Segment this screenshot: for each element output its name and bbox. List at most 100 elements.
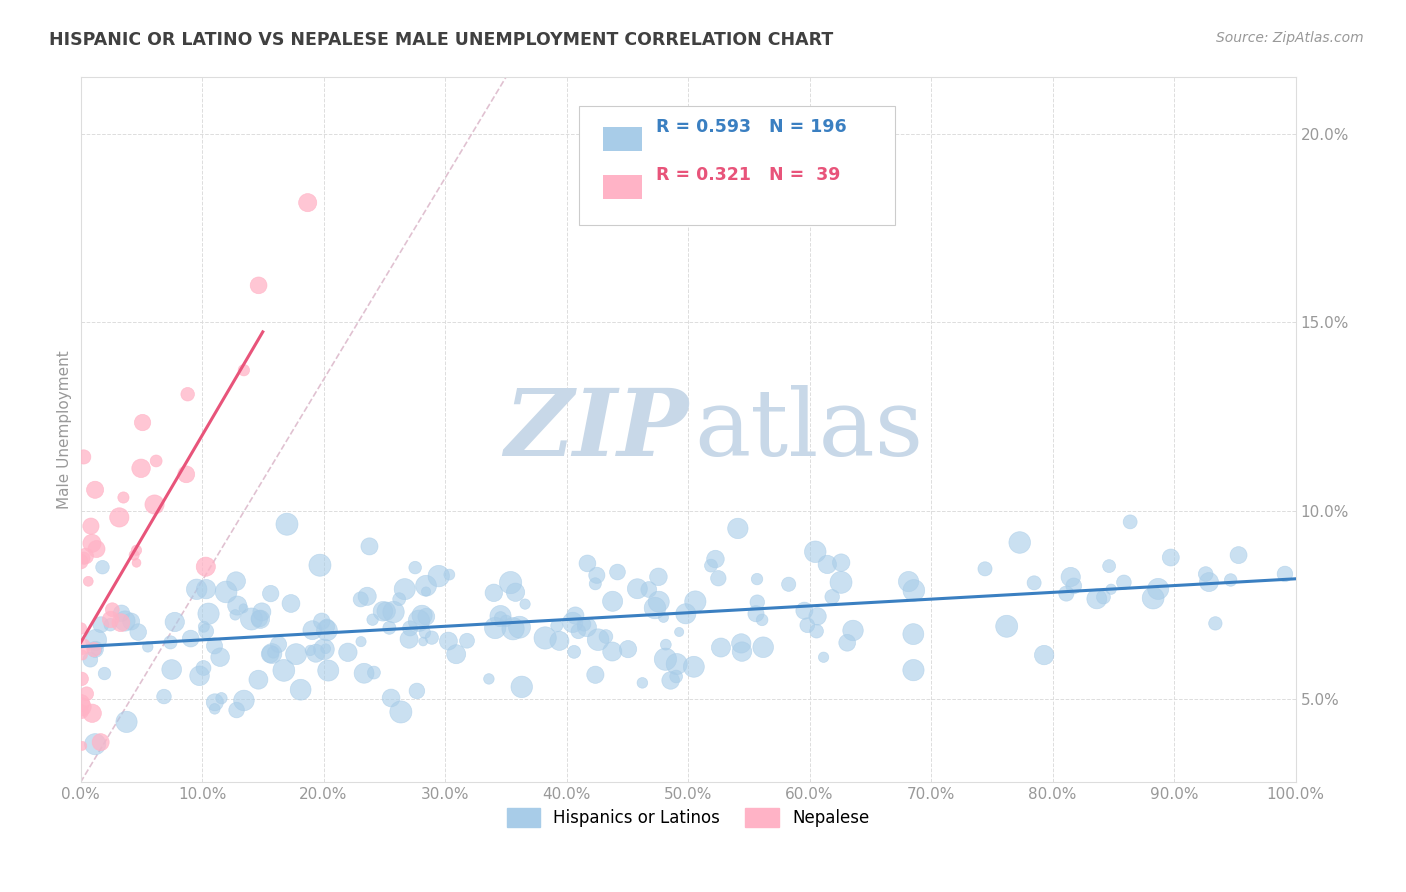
Point <box>1060 570 1083 584</box>
Point <box>70 705 93 719</box>
Point <box>247 673 270 687</box>
Point <box>76 687 98 701</box>
Point <box>160 663 183 677</box>
Point <box>93 666 115 681</box>
Point <box>389 705 412 719</box>
Point <box>974 562 997 576</box>
Point <box>143 498 166 512</box>
Point <box>84 642 107 657</box>
Point <box>316 624 339 638</box>
Text: Source: ZipAtlas.com: Source: ZipAtlas.com <box>1216 31 1364 45</box>
Point <box>815 558 838 572</box>
FancyBboxPatch shape <box>603 127 643 152</box>
Point <box>1198 575 1220 590</box>
Point <box>195 582 218 596</box>
Point <box>406 684 429 698</box>
Point <box>437 634 460 648</box>
Point <box>499 575 522 590</box>
Point <box>505 585 527 599</box>
Text: atlas: atlas <box>695 384 924 475</box>
Point <box>675 607 697 621</box>
Point <box>606 565 628 579</box>
Point <box>626 582 648 596</box>
Point <box>837 636 859 650</box>
Point <box>359 540 381 554</box>
Point <box>572 617 595 632</box>
Point <box>806 609 828 624</box>
Point <box>508 620 530 634</box>
Point <box>127 625 149 640</box>
Point <box>1092 590 1115 604</box>
Point <box>647 570 669 584</box>
Point <box>90 735 112 749</box>
Point <box>707 571 730 585</box>
Point <box>204 639 226 653</box>
Point <box>80 536 103 550</box>
Point <box>350 592 373 607</box>
Point <box>100 612 122 626</box>
Point <box>316 664 339 678</box>
Point <box>110 615 132 630</box>
Point <box>72 640 94 654</box>
Point <box>394 582 416 596</box>
Point <box>478 672 501 686</box>
Point <box>444 647 467 661</box>
Point <box>225 574 247 589</box>
Point <box>388 592 411 607</box>
Point <box>1099 582 1122 597</box>
Point <box>193 661 215 675</box>
Point <box>1024 575 1046 590</box>
Point <box>652 610 675 624</box>
Point <box>193 620 215 634</box>
Point <box>382 605 405 619</box>
Text: R = 0.593   N = 196: R = 0.593 N = 196 <box>657 118 846 136</box>
Point <box>1119 515 1142 529</box>
Point <box>131 416 153 430</box>
Point <box>315 641 337 656</box>
Point <box>489 611 512 625</box>
Point <box>273 664 295 678</box>
Point <box>602 594 624 608</box>
Point <box>125 543 148 558</box>
Point <box>654 652 676 666</box>
Point <box>233 693 256 707</box>
Point <box>70 699 93 714</box>
Point <box>260 586 283 600</box>
Point <box>648 595 671 609</box>
Point <box>209 650 232 665</box>
Point <box>502 622 524 636</box>
Point <box>247 278 270 293</box>
Point <box>188 669 211 683</box>
Point <box>309 558 332 573</box>
Point <box>404 560 426 574</box>
Point <box>586 632 609 647</box>
Point <box>576 557 599 571</box>
Point <box>1098 559 1121 574</box>
Point <box>72 739 94 753</box>
Point <box>415 579 437 593</box>
Point <box>197 607 219 621</box>
Point <box>399 621 422 635</box>
Point <box>1054 586 1077 600</box>
Point <box>546 619 568 633</box>
Point <box>336 645 359 659</box>
Point <box>73 450 96 464</box>
Point <box>631 676 654 690</box>
Point <box>312 642 335 657</box>
Point <box>114 614 136 628</box>
FancyBboxPatch shape <box>603 175 643 200</box>
Point <box>1274 566 1296 581</box>
Point <box>80 519 103 533</box>
Point <box>585 568 607 582</box>
Point <box>1008 535 1031 549</box>
Point <box>595 630 617 644</box>
Point <box>793 604 815 618</box>
Point <box>226 599 249 613</box>
Point <box>1112 575 1135 590</box>
Point <box>398 632 420 647</box>
Point <box>731 644 754 658</box>
Point <box>567 624 589 639</box>
Point <box>489 609 512 624</box>
Point <box>752 640 775 655</box>
Point <box>361 613 384 627</box>
